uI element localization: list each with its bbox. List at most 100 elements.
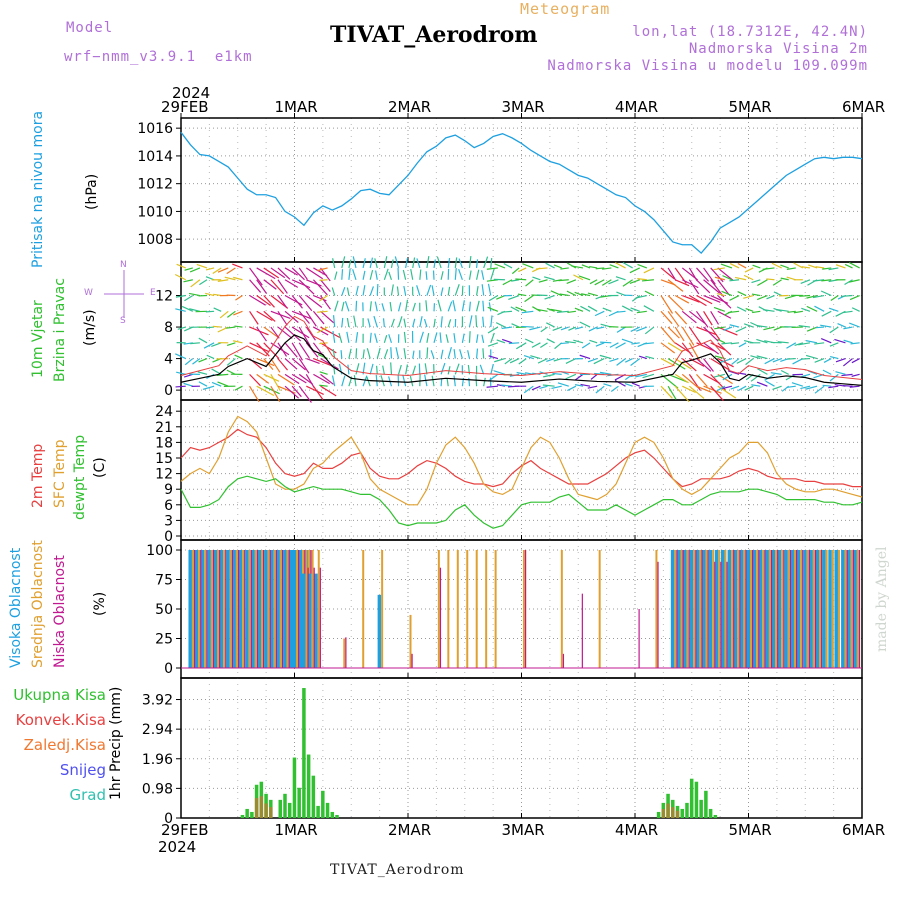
top-date-tick: 3MAR: [501, 98, 545, 116]
y-tick-label: 12: [155, 467, 173, 483]
wind-arrow: [468, 315, 473, 328]
wind-arrow: [501, 326, 513, 330]
wind-arrow: [475, 300, 480, 312]
wind-arrow: [744, 385, 754, 391]
wind-arrow: [635, 294, 647, 299]
wind-arrow: [560, 267, 569, 270]
mid-cloud-bar: [825, 550, 828, 668]
wind-arrow: [212, 267, 222, 275]
wind-arrow: [729, 279, 740, 282]
wind-arrow: [409, 375, 414, 387]
precip-bar: [694, 781, 699, 818]
wind-arrow: [397, 316, 403, 328]
wind-arrow: [332, 258, 336, 269]
mid-cloud-bar: [494, 550, 497, 668]
y-tick-label: 12: [155, 289, 173, 305]
mid-cloud-bar: [800, 550, 803, 668]
wind-arrow: [219, 310, 229, 319]
wind-arrow: [608, 279, 619, 285]
low-cloud-bar: [657, 561, 659, 668]
bottom-date-tick: 1MAR: [274, 821, 318, 839]
wind-arrow: [603, 383, 612, 387]
wind-arrow: [446, 378, 449, 387]
low-cloud-bar: [770, 550, 773, 668]
wind-arrow: [842, 385, 853, 387]
y-tick-label: 0: [164, 383, 173, 399]
wind-arrow: [475, 269, 480, 280]
wind-arrow: [284, 373, 300, 385]
wind-arrow: [511, 323, 520, 328]
wind-arrow: [277, 326, 293, 339]
wind-arrow: [667, 295, 684, 311]
high-cloud-bar: [200, 550, 205, 668]
wind-arrow: [199, 279, 208, 286]
low-cloud-bar: [345, 637, 347, 668]
precip-bar: [325, 802, 330, 818]
wind-arrow: [383, 268, 389, 280]
wind-arrow: [787, 357, 796, 360]
wind-arrow: [696, 279, 711, 294]
wind-arrow: [181, 305, 194, 312]
wind-arrow: [757, 279, 768, 287]
mid-cloud-bar: [223, 550, 226, 668]
wind-arrow: [481, 284, 485, 296]
high-cloud-bar: [270, 550, 274, 668]
wind-arrow: [703, 279, 720, 294]
wind-arrow: [674, 373, 689, 384]
wind-arrow: [475, 286, 479, 296]
compass-w: W: [84, 288, 93, 298]
wind-arrow: [717, 279, 730, 296]
wind-arrow: [848, 262, 860, 269]
wind-arrow: [806, 326, 818, 332]
wind-arrow: [233, 310, 243, 316]
wind-arrow: [298, 267, 308, 280]
wind-arrow: [440, 316, 443, 328]
wind-arrow: [588, 326, 598, 332]
wind-arrow: [681, 358, 697, 372]
low-cloud-bar: [758, 550, 760, 668]
wind-arrow: [217, 279, 229, 282]
wind-arrow: [352, 269, 357, 280]
low-cloud-bar: [682, 550, 684, 668]
wind-arrow: [614, 262, 626, 269]
wind-arrow: [390, 284, 394, 296]
precip-bar: [311, 775, 316, 818]
bottom-date-tick: 3MAR: [501, 821, 545, 839]
wind-arrow: [538, 279, 548, 283]
wind-arrow: [284, 267, 298, 276]
mid-cloud-bar: [856, 550, 859, 668]
wind-arrow: [374, 258, 378, 269]
wind-arrow: [454, 268, 457, 280]
wind-arrow: [624, 382, 633, 387]
wind-arrow: [532, 306, 541, 312]
wind-arrow: [198, 358, 208, 363]
wind-arrow: [313, 358, 334, 367]
mid-cloud-bar: [279, 550, 282, 668]
mid-cloud-bar: [485, 550, 488, 668]
wind-arrow: [190, 342, 200, 345]
wind-arrow: [609, 264, 619, 269]
mid-cloud-bar: [254, 550, 257, 668]
wind-arrow: [383, 334, 388, 343]
wind-arrow: [601, 279, 612, 286]
conv-precip-bar: [259, 796, 264, 818]
bottom-date-tick: 4MAR: [615, 821, 659, 839]
wind-arrow: [793, 262, 804, 269]
meteogram-label: Meteogram: [520, 0, 611, 18]
wind-arrow: [423, 318, 428, 328]
wind-arrow: [801, 266, 811, 269]
wind-arrow: [552, 372, 562, 375]
wind-arrow: [587, 292, 598, 297]
wind-arrow: [523, 354, 534, 360]
wind-arrow: [211, 381, 222, 387]
wind-arrow: [496, 384, 506, 387]
wind-arrow: [312, 279, 328, 296]
high-cloud-bar: [289, 550, 293, 668]
wind-arrow: [729, 324, 740, 328]
mid-cloud-bar: [296, 550, 298, 668]
wind-arrow: [175, 353, 186, 360]
wind-arrow: [841, 373, 853, 377]
wind-arrow: [851, 307, 860, 312]
wind-arrow: [722, 385, 733, 390]
wind-arrow: [780, 264, 789, 269]
